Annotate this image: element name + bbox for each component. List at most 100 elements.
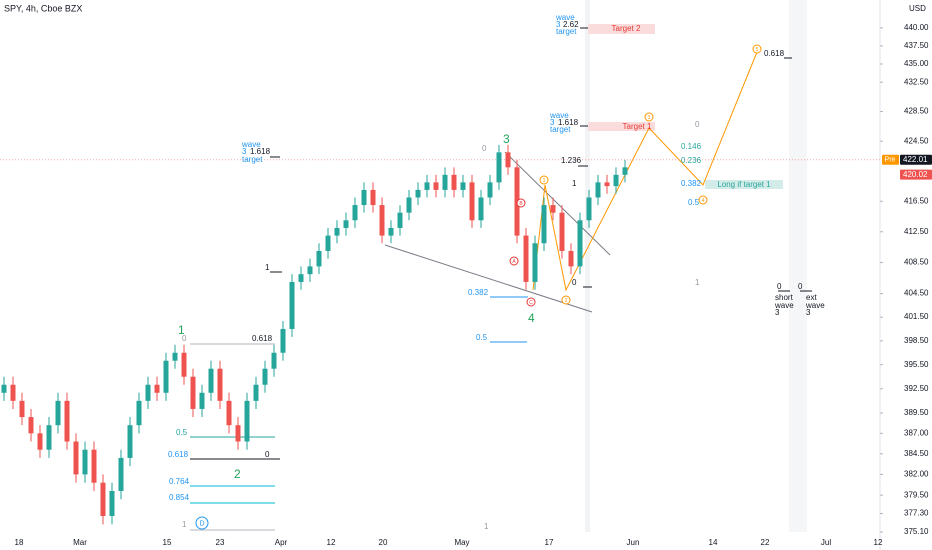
candle-body [451,174,457,190]
candle-body [541,205,547,244]
wave-marker-label: C [529,300,533,306]
annotation: 3 [503,132,510,146]
annotation: 0.5 [476,333,488,342]
candle-body [397,212,403,228]
target-box [588,24,655,34]
candle-body [1,384,7,393]
y-tick-label: 377.30 [904,509,929,518]
annotation: 1 [484,522,489,531]
y-tick-label: 432.50 [904,77,929,86]
candle-body [613,174,619,187]
x-tick-label: 23 [216,538,225,547]
annotation: 0.618 [168,450,189,459]
annotation: 0.618 [764,49,785,58]
candle-body [37,433,43,450]
wave-marker [195,516,209,530]
candle-body [163,360,169,393]
candle-body [487,182,493,198]
annotation: 1 [182,520,187,529]
y-tick-label: 416.50 [904,196,929,205]
y-tick-label: 408.50 [904,258,929,267]
annotation: wave [549,111,569,120]
candle-body [523,235,529,282]
annotation: 0.618 [252,334,273,343]
annotation: 0 [695,120,700,129]
price-tag-value: 420.02 [903,170,928,179]
x-tick-label: 18 [15,538,24,547]
candle-body [154,384,160,393]
wave-marker-label: 3 [648,115,651,121]
candle-body [199,392,205,409]
annotation: 1.236 [561,156,582,165]
wave-marker-label: A [512,259,516,265]
y-tick-label: 392.50 [904,384,929,393]
candle-body [82,449,88,475]
currency: USD [909,4,926,13]
candle-body [532,243,538,282]
annotation: wave [774,301,794,310]
wave-marker [698,195,708,205]
candle-body [244,400,250,442]
target-box [588,122,655,131]
candle-body [28,417,34,434]
candle-body [217,368,223,401]
candle-body [100,482,106,517]
annotation: 0.236 [681,156,702,165]
x-tick-label: May [454,538,469,547]
candle-body [181,352,187,377]
candle-body [298,274,304,282]
wave-marker [752,44,762,54]
annotation: 4 [528,311,535,325]
y-tick-label: 401.50 [904,312,929,321]
annotation: 3 [550,118,555,127]
candle-body [109,491,115,517]
candle-body [550,205,556,213]
candle-body [118,457,124,492]
y-tick-label: 424.50 [904,136,929,145]
y-tick-label: 389.50 [904,408,929,417]
candle-body [496,152,502,183]
annotation: 0.382 [468,288,489,297]
annotation: Target 2 [612,24,641,33]
candle-body [271,352,277,369]
time-band [585,0,590,532]
annotation: 2.62 [563,20,579,29]
candle-body [595,182,601,198]
y-tick-label: 384.50 [904,449,929,458]
wave-marker-label: 2 [565,298,568,304]
chart-title: SPY, 4h, Cboe BZX [4,3,82,13]
candle-body [415,189,421,198]
candle-body [262,368,268,385]
annotation: 0 [182,334,187,343]
annotation: 1.618 [558,118,579,127]
candle-body [469,182,475,221]
annotation: 3 [806,308,811,317]
annotation: ext [806,293,817,302]
annotation: 1 [572,179,577,188]
candle-body [208,368,214,393]
candle-body [478,197,484,221]
candle-body [55,400,61,426]
time-band [789,0,807,532]
candle-body [325,235,331,251]
annotation: 1 [695,278,700,287]
candle-body [136,400,142,426]
annotation: 0 [798,282,803,291]
candle-body [442,174,448,190]
annotation: Long if target 1 [717,180,771,189]
y-tick-label: 440.00 [904,23,929,32]
annotation: 0.854 [169,493,190,502]
candle-body [64,400,70,442]
candle-body [307,266,313,275]
candle-body [424,182,430,190]
candle-body [127,425,133,458]
candle-body [406,197,412,213]
long-box [705,180,783,189]
candle-body [577,220,583,267]
candle-body [73,441,79,475]
candle-body [19,400,25,418]
candle-body [10,384,16,401]
annotation: 0.5 [688,198,700,207]
